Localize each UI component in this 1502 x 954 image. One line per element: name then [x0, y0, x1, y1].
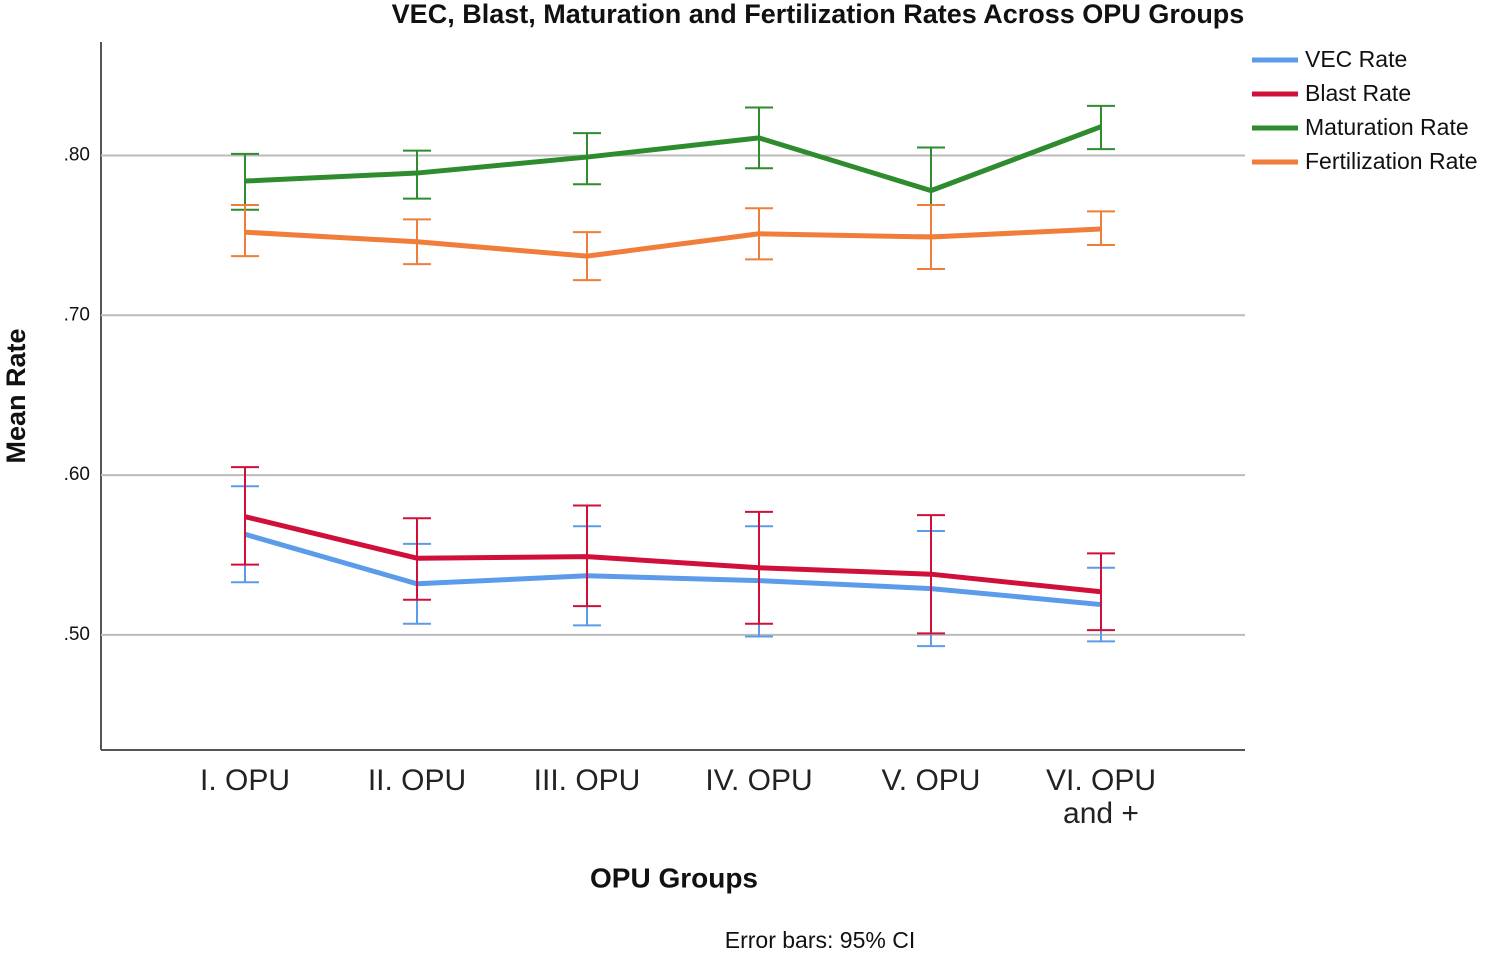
- series-line: [244, 226, 1102, 259]
- footnote: Error bars: 95% CI: [725, 927, 915, 953]
- series-line: [244, 124, 1102, 194]
- series-line: [244, 531, 1102, 608]
- x-tick-label: II. OPU: [367, 764, 467, 797]
- x-tick-label: IV. OPU: [705, 764, 813, 797]
- x-axis-title: OPU Groups: [590, 862, 758, 893]
- y-axis-title: Mean Rate: [1, 328, 31, 463]
- legend-label: VEC Rate: [1305, 46, 1407, 72]
- y-tick-label: .80: [64, 144, 90, 165]
- x-tick-label: I. OPU: [199, 764, 290, 797]
- y-tick-label: .60: [64, 464, 90, 485]
- legend-label: Blast Rate: [1305, 80, 1411, 106]
- y-tick-label: .70: [64, 304, 90, 325]
- legend-label: Maturation Rate: [1305, 114, 1469, 140]
- y-tick-label: .50: [64, 624, 90, 645]
- legend-label: Fertilization Rate: [1305, 148, 1478, 174]
- x-tick-label: VI. OPU and +: [1045, 764, 1157, 830]
- x-tick-label: III. OPU: [533, 764, 641, 797]
- x-tick-label: V. OPU: [881, 764, 981, 797]
- chart-title: VEC, Blast, Maturation and Fertilization…: [392, 0, 1245, 29]
- series-line: [244, 514, 1102, 595]
